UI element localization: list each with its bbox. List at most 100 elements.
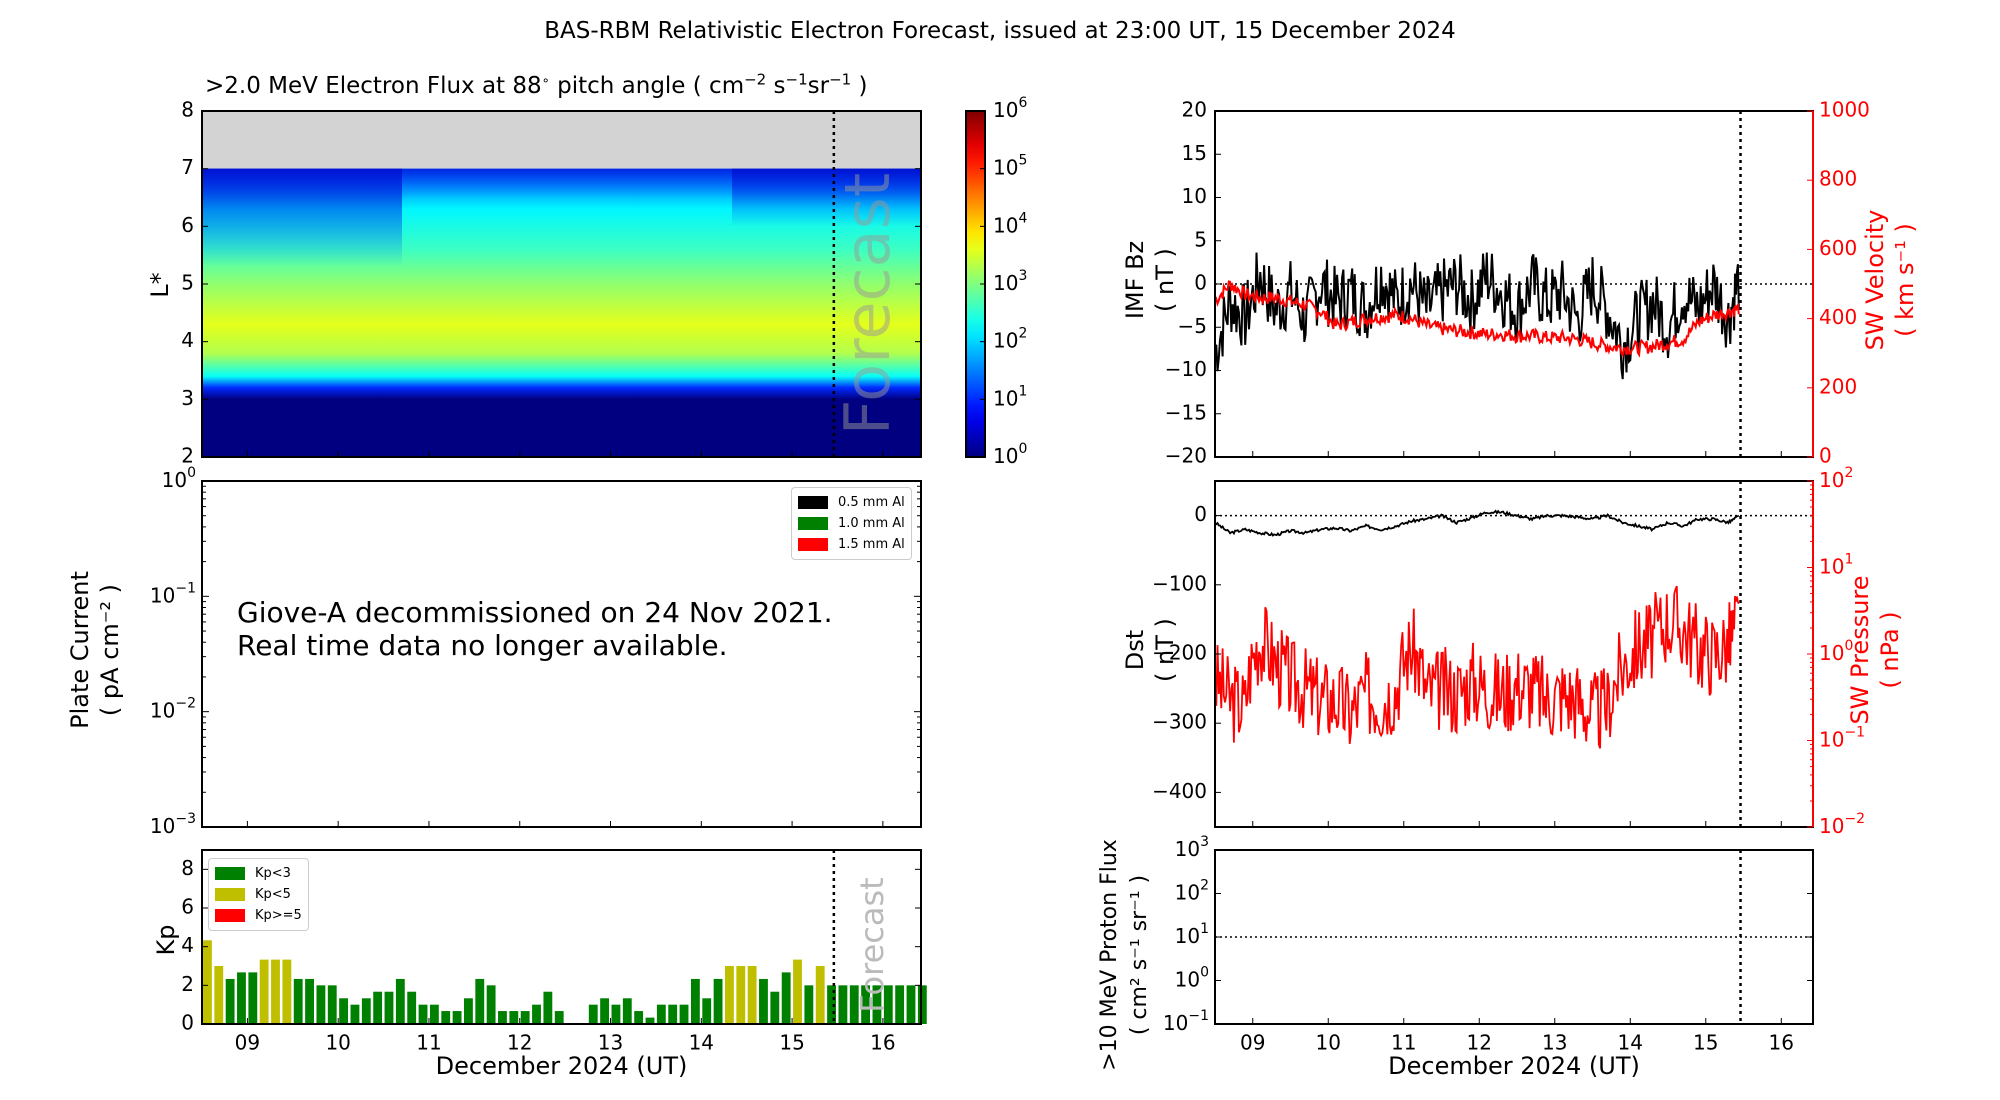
- ytick-label: −10: [1165, 357, 1207, 381]
- ytick-label: 5: [181, 271, 194, 295]
- plate-current-ylabel-units: ( pA cm⁻² ): [96, 583, 124, 717]
- kp-bar: [906, 985, 916, 1024]
- kp-bar: [747, 966, 757, 1024]
- ytick-label: 20: [1182, 98, 1207, 122]
- kp-bar: [271, 959, 280, 1024]
- ytick-label: 10−2: [150, 696, 196, 723]
- ytick-label: 102: [1175, 878, 1209, 905]
- kp-bar: [600, 998, 610, 1024]
- proton-flux-ylabel-text: >10 MeV Proton Flux: [1097, 839, 1122, 1071]
- kp-bar: [713, 978, 723, 1024]
- annotation-line-2: Real time data no longer available.: [237, 629, 728, 662]
- legend-label: 0.5 mm Al: [838, 495, 905, 510]
- kp-bar: [781, 972, 791, 1024]
- colorbar-tick-label: 105: [993, 153, 1027, 180]
- imf-bz-ylabel-units: ( nT ): [1151, 248, 1179, 312]
- legend-item-kp-lt-3: Kp<3: [215, 863, 302, 884]
- kp-bar: [815, 966, 825, 1024]
- electron-flux-ylabel: L*: [146, 272, 174, 298]
- legend-swatch: [215, 888, 245, 901]
- xtick-label: 11: [416, 1031, 441, 1055]
- legend-swatch: [798, 517, 828, 530]
- kp-bar: [634, 1011, 644, 1024]
- ytick-label: −300: [1152, 710, 1207, 734]
- kp-bar: [384, 991, 394, 1024]
- y2tick-label: 0: [1819, 444, 1832, 468]
- plate-current-ylabel: Plate Current ( pA cm⁻² ): [65, 520, 125, 780]
- y2tick-label: 10−1: [1819, 725, 1865, 752]
- kp-ylabel: Kp: [152, 924, 180, 956]
- ytick-label: 2: [181, 444, 194, 468]
- electron-flux-title: >2.0 MeV Electron Flux at 88∘ pitch angl…: [205, 70, 868, 99]
- proton-flux-ylabel-units: ( cm² s⁻¹ sr⁻¹ ): [1127, 874, 1152, 1036]
- ytick-label: 6: [181, 895, 194, 919]
- ytick-label: −5: [1178, 314, 1207, 338]
- sw-pressure-line: [1214, 585, 1740, 749]
- kp-bar: [690, 978, 700, 1024]
- kp-bar: [203, 940, 212, 1024]
- right-xlabel: December 2024 (UT): [1388, 1052, 1640, 1080]
- xtick-label: 16: [1769, 1031, 1794, 1055]
- kp-bar: [395, 978, 405, 1024]
- dst-line: [1214, 509, 1740, 537]
- sw-pressure-ylabel: SW Pressure ( nPa ): [1845, 540, 1905, 760]
- ytick-label: 4: [181, 328, 194, 352]
- kp-legend: Kp<3 Kp<5 Kp>=5: [208, 858, 309, 931]
- kp-bar: [316, 985, 326, 1024]
- kp-bar: [214, 966, 224, 1024]
- kp-bar: [225, 978, 235, 1024]
- kp-bar: [520, 1011, 530, 1024]
- ytick-label: 10−1: [150, 580, 196, 607]
- xtick-label: 10: [1316, 1031, 1341, 1055]
- imf-bz-ylabel: IMF Bz ( nT ): [1120, 190, 1180, 370]
- kp-bar: [327, 985, 337, 1024]
- kp-bar: [498, 1011, 507, 1024]
- kp-bar: [611, 1004, 621, 1024]
- kp-bar: [645, 1017, 655, 1024]
- sw-velocity-ylabel: SW Velocity ( km s⁻¹ ): [1860, 170, 1920, 390]
- kp-bar: [373, 991, 383, 1024]
- kp-bar: [872, 985, 882, 1024]
- legend-label: 1.0 mm Al: [838, 516, 905, 531]
- kp-bar: [759, 978, 768, 1024]
- legend-swatch: [215, 909, 245, 922]
- legend-label: Kp<3: [255, 866, 291, 881]
- kp-bar: [441, 1011, 451, 1024]
- kp-bar: [305, 978, 314, 1024]
- kp-frame: [201, 849, 922, 1025]
- xtick-label: 13: [598, 1031, 623, 1055]
- kp-bar: [248, 972, 258, 1024]
- y2tick-label: 10−2: [1819, 811, 1865, 838]
- kp-bar: [679, 1004, 689, 1024]
- y2tick-label: 102: [1819, 465, 1853, 492]
- sw-velocity-line: [1214, 280, 1740, 358]
- electron-flux-title-text: >2.0 MeV Electron Flux at 88∘ pitch angl…: [205, 70, 868, 99]
- kp-bar: [486, 985, 496, 1024]
- kp-bar: [917, 985, 927, 1024]
- ytick-label: 10−3: [150, 811, 196, 838]
- kp-bar: [407, 991, 417, 1024]
- plate-current-ylabel-text: Plate Current: [66, 571, 94, 729]
- ytick-label: −100: [1152, 571, 1207, 595]
- imf-bz-ylabel-text: IMF Bz: [1121, 240, 1149, 320]
- kp-bar: [861, 985, 871, 1024]
- ytick-label: 103: [1175, 834, 1209, 861]
- legend-item-kp-lt-5: Kp<5: [215, 884, 302, 905]
- colorbar-tick-label: 103: [993, 268, 1027, 295]
- kp-bar: [339, 998, 349, 1024]
- kp-bar: [554, 1011, 564, 1024]
- colorbar-tick-label: 101: [993, 383, 1027, 410]
- xtick-label: 14: [689, 1031, 714, 1055]
- y2tick-label: 101: [1819, 552, 1853, 579]
- ytick-label: 3: [181, 386, 194, 410]
- xtick-label: 15: [1693, 1031, 1718, 1055]
- kp-bar: [259, 959, 269, 1024]
- sw-velocity-ylabel-units: ( km s⁻¹ ): [1891, 223, 1919, 337]
- annotation-line-1: Giove-A decommissioned on 24 Nov 2021.: [237, 596, 833, 629]
- colorbar-tick-label: 100: [993, 441, 1027, 468]
- kp-bar: [883, 985, 893, 1024]
- y2tick-label: 1000: [1819, 98, 1870, 122]
- y2tick-label: 800: [1819, 167, 1857, 191]
- kp-bar: [770, 991, 780, 1024]
